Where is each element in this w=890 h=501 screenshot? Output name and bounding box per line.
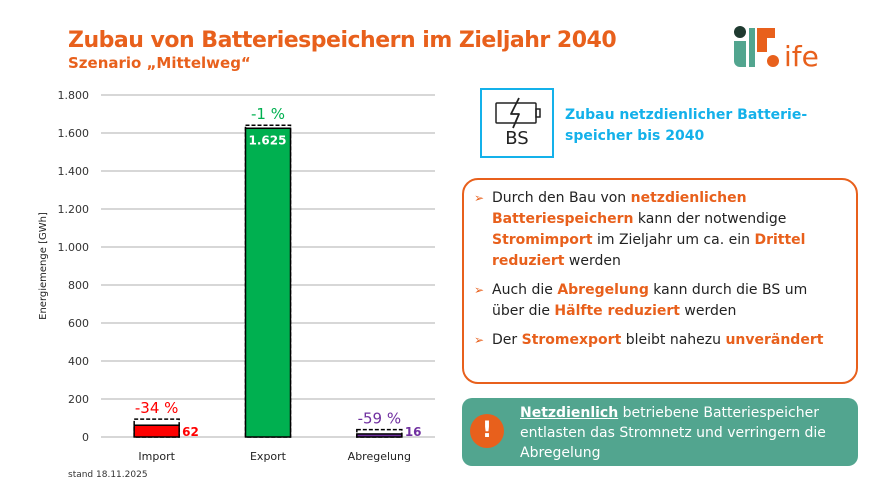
note-highlight: Netzdienlich (520, 405, 619, 421)
y-tick-label: 1.000 (58, 241, 90, 254)
value-label: 62 (182, 425, 199, 439)
exclamation-icon: ! (470, 414, 504, 448)
highlight-text: unverändert (725, 332, 824, 348)
bullet-text: Der Stromexport bleibt nahezu unveränder… (492, 330, 823, 351)
note-text: betriebene Batteriespeicher entlasten da… (520, 405, 826, 461)
text: im Zieljahr um ca. ein (592, 232, 755, 248)
bullet-item: ➢ Durch den Bau von netzdienlichen Batter… (474, 188, 842, 272)
battery-storage-box: BS (480, 88, 554, 158)
x-tick-label: Import (138, 450, 175, 463)
highlight-text: Stromimport (492, 232, 593, 248)
stand-date: stand 18.11.2025 (68, 470, 148, 480)
y-tick-label: 400 (68, 355, 89, 368)
bar-chart: 0 200 400 600 800 1.000 1.200 1.400 1.600 1.800 En… (38, 89, 435, 463)
bar-abregelung (356, 433, 403, 438)
value-label: 16 (405, 425, 422, 439)
bs-label: BS (505, 128, 529, 149)
infobox-line: speicher bis 2040 (565, 128, 705, 144)
text: bleibt nahezu (621, 332, 726, 348)
infobox-line: Zubau netzdienlicher Batterie- (565, 107, 808, 123)
page-title: Zubau von Batteriespeichern im Zieljahr … (68, 28, 617, 53)
x-tick-label: Export (250, 450, 287, 463)
arrow-icon: ➢ (474, 333, 485, 347)
y-tick-label: 200 (68, 393, 89, 406)
page-subtitle: Szenario „Mittelweg“ (68, 54, 251, 72)
y-tick-label: 600 (68, 317, 89, 330)
battery-charging-icon (495, 97, 541, 129)
bullet-text: Auch die Abregelung kann durch die BS um… (492, 280, 842, 322)
highlight-text: Stromexport (521, 332, 622, 348)
highlight-text: Hälfte reduziert (554, 303, 680, 319)
bar-import (133, 424, 180, 438)
y-tick-label: 1.400 (58, 165, 90, 178)
text: Durch den Bau von (492, 190, 631, 206)
text: Auch die (492, 282, 558, 298)
y-tick-label: 1.600 (58, 127, 90, 140)
arrow-icon: ➢ (474, 283, 485, 297)
text: Der (492, 332, 522, 348)
bullet-item: ➢ Auch die Abregelung kann durch die BS u… (474, 280, 842, 322)
y-axis-label: Energiemenge [GWh] (38, 212, 49, 320)
y-tick-label: 1.800 (58, 89, 90, 102)
logo-text: ife (784, 40, 819, 70)
y-tick-label: 0 (82, 431, 89, 444)
ife-logo: ife (734, 26, 819, 70)
y-tick-label: 800 (68, 279, 89, 292)
text: kann durch die BS um über die (492, 282, 808, 319)
highlight-text: Abregelung (557, 282, 649, 298)
x-tick-label: Abregelung (348, 450, 411, 463)
value-label: 1.625 (249, 133, 287, 147)
change-label: -34 % (135, 399, 179, 417)
note-box: Netzdienlich betriebene Batteriespeicher… (462, 398, 858, 466)
y-tick-label: 1.200 (58, 203, 90, 216)
text: kann der notwendige (633, 211, 787, 227)
change-label: -59 % (358, 410, 402, 428)
arrow-icon: ➢ (474, 191, 485, 205)
bullet-item: ➢ Der Stromexport bleibt nahezu unverände… (474, 330, 842, 351)
bullet-text: Durch den Bau von netzdienlichen Batteri… (492, 188, 842, 272)
text: werden (564, 253, 621, 269)
highlight-text: netzdienlichen Batteriespeichern (492, 190, 747, 227)
change-label: -1 % (251, 105, 285, 123)
bar-export (244, 127, 292, 438)
bullet-list: ➢ Durch den Bau von netzdienlichen Batter… (462, 178, 858, 384)
highlight-text: Drittel reduziert (492, 232, 806, 269)
infobox-text: Zubau netzdienlicher Batterie- speicher … (565, 105, 807, 147)
text: werden (679, 303, 737, 319)
